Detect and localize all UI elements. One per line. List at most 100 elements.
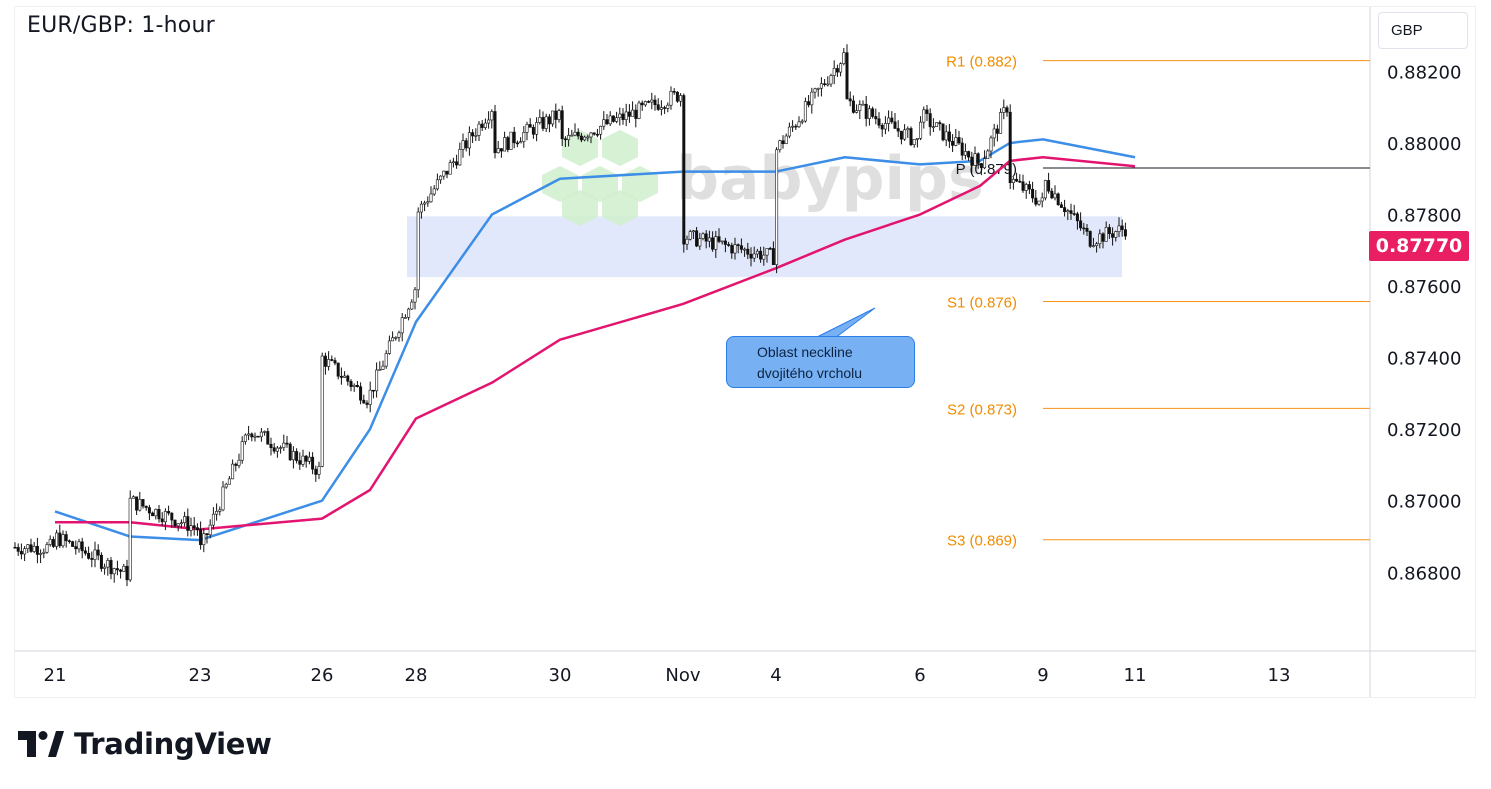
candle-body (141, 499, 145, 507)
candle-body (1031, 188, 1035, 199)
candle (259, 428, 263, 442)
candle-body (474, 135, 478, 137)
candle (522, 126, 526, 148)
candle (711, 231, 715, 252)
x-tick-label-7: 6 (914, 665, 925, 686)
candle (1114, 230, 1118, 242)
candle-body (64, 534, 68, 542)
candle-body (1123, 229, 1127, 237)
candle-body (336, 362, 340, 377)
candle (435, 173, 439, 191)
candle (205, 533, 209, 544)
pivot-label-4: S3 (0.869) (947, 533, 1017, 550)
y-tick-label-0: 0.88200 (1387, 62, 1461, 83)
candle (1018, 174, 1022, 183)
candle (922, 106, 926, 129)
candle-body (1085, 227, 1089, 232)
candle-body (115, 568, 119, 571)
candle-body (1037, 200, 1041, 205)
candle-body (874, 116, 878, 120)
tradingview-wordmark: TradingView (74, 727, 272, 761)
candle-body (128, 497, 132, 581)
candle (179, 519, 183, 529)
candle-body (144, 505, 148, 508)
candle-body (685, 238, 689, 245)
candle-body (112, 568, 116, 575)
candle-body (1056, 193, 1060, 206)
candle (368, 381, 372, 413)
y-tick-label-2: 0.87800 (1387, 206, 1461, 227)
candle (45, 541, 49, 554)
candle (477, 120, 481, 142)
candle-body (803, 101, 807, 122)
candle-body (771, 248, 775, 265)
candle (1037, 200, 1041, 206)
candle (1085, 224, 1089, 236)
candle (848, 91, 852, 107)
pivot-label-3: S2 (0.873) (947, 401, 1017, 418)
candle (343, 371, 347, 378)
chart-axes (15, 7, 1476, 697)
candle (426, 196, 430, 207)
candle (509, 131, 513, 150)
candle-body (919, 121, 923, 139)
candle (1088, 230, 1092, 248)
pivot-levels: R1 (0.882)P (0.879)S1 (0.876)S2 (0.873)S… (946, 54, 1370, 550)
candle (512, 127, 516, 149)
candle-body (576, 131, 580, 137)
candle (621, 108, 625, 125)
candle-body (77, 541, 81, 550)
candle (989, 135, 993, 159)
candle (752, 246, 756, 262)
x-tick-label-1: 23 (189, 665, 212, 686)
candle (663, 105, 667, 114)
tradingview-logo[interactable]: TradingView (18, 727, 272, 761)
candle (243, 433, 247, 445)
chart-title: EUR/GBP: 1-hour (27, 13, 215, 38)
candle (483, 118, 487, 130)
candle-body (1021, 181, 1025, 191)
candle (589, 131, 593, 144)
candle (227, 476, 231, 485)
candle (467, 126, 471, 156)
candle (762, 246, 766, 266)
candle-body (442, 170, 446, 177)
candle (211, 507, 215, 530)
candle (739, 238, 743, 254)
axis-ticks: 0.88200 0.88000 0.87800 0.87600 0.87400 0.872… (44, 62, 1462, 686)
candle-body (992, 128, 996, 139)
candle-body (39, 553, 43, 555)
candle (903, 124, 907, 141)
candle (77, 538, 81, 553)
candle (634, 104, 638, 128)
candle-body (563, 138, 567, 141)
candle (445, 170, 449, 179)
candle (515, 140, 519, 148)
candle (333, 357, 337, 366)
candle-body (567, 135, 571, 141)
candle-body (291, 451, 295, 461)
candle (551, 110, 555, 127)
candle (592, 132, 596, 136)
candle-body (378, 369, 382, 371)
candle (835, 64, 839, 77)
candle-body (1043, 180, 1047, 199)
candle (96, 544, 100, 561)
candle-body (13, 546, 17, 549)
candle (1021, 174, 1025, 193)
candle-body (631, 109, 635, 117)
candle (314, 465, 318, 482)
candle (496, 140, 500, 154)
candle-body (1024, 184, 1028, 191)
candle-body (67, 540, 71, 543)
candle-body (381, 365, 385, 370)
candle (583, 135, 587, 142)
candle-body (55, 532, 59, 547)
candle (480, 120, 484, 131)
candle (1056, 192, 1060, 206)
candle-body (135, 496, 139, 511)
candle (579, 132, 583, 143)
candle (138, 491, 142, 512)
currency-selector[interactable]: GBP (1378, 12, 1468, 49)
